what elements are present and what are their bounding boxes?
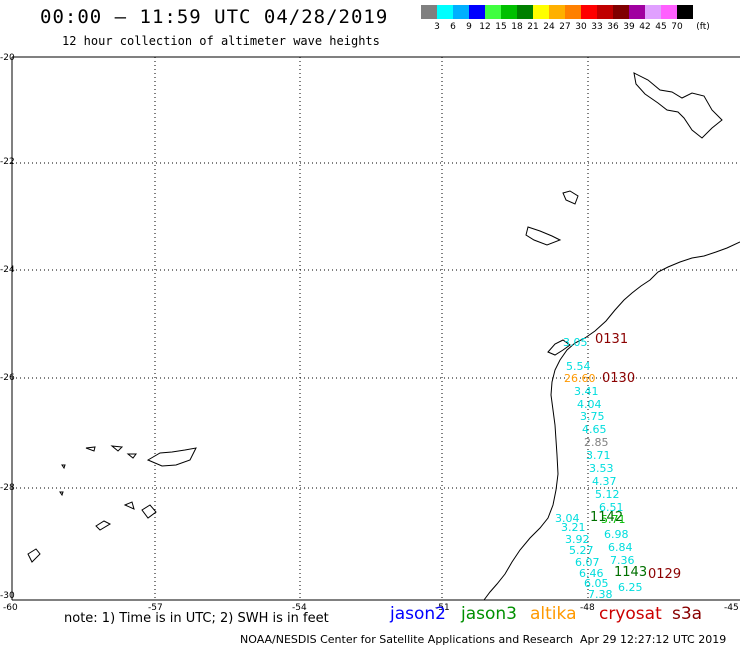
color-scale-label: 45 [655,22,667,32]
wave-height-label: 5.12 [595,488,620,501]
color-swatch [565,5,581,19]
color-scale-label: 21 [527,22,539,32]
color-swatch [517,5,533,19]
color-scale-label: 15 [495,22,507,32]
wave-height-label: 4.04 [577,398,602,411]
wave-height-label: 6.46 [579,567,604,580]
wave-height-label: 4.65 [582,423,607,436]
color-swatch [613,5,629,19]
wave-height-label: 6.25 [618,581,643,594]
color-scale-label: 9 [466,22,472,32]
color-scale-label: 12 [479,22,491,32]
color-scale: 3 6 9 12 15 18 21 24 27 30 33 36 39 42 45 70 (ft) [421,5,710,32]
wave-height-label: 3.53 [589,462,614,475]
color-swatch [533,5,549,19]
wave-height-label: 5.54 [566,360,591,373]
color-scale-label: 3 [434,22,440,32]
wave-height-label: 3.21 [561,521,586,534]
color-scale-label: 36 [607,22,619,32]
color-swatch [485,5,501,19]
color-scale-label: 6 [450,22,456,32]
color-scale-label: 33 [591,22,603,32]
wave-height-label: 6.07 [575,556,600,569]
color-scale-label: 27 [559,22,571,32]
wave-height-label: 3.04 [555,512,580,525]
lat-label: -28 [0,483,15,493]
wave-height-label: 6.51 [599,501,624,514]
wave-height-label: 3.05 [563,336,588,349]
color-scale-label: (ft) [696,22,710,32]
coastline [483,241,740,601]
color-scale-labels: 3 6 9 12 15 18 21 24 27 30 33 36 39 42 45 70 (ft) [421,22,740,36]
color-swatch [501,5,517,19]
color-swatch [597,5,613,19]
color-swatch [421,5,437,19]
color-scale-label: 42 [639,22,651,32]
pass-time-label: 0131 [595,332,629,347]
pass-time-label: 0130 [602,371,636,386]
color-swatch [677,5,693,19]
color-swatch [661,5,677,19]
legend-jason2: jason2 [390,604,446,624]
color-swatch [645,5,661,19]
color-swatch [437,5,453,19]
map-frame [11,56,740,601]
color-scale-swatches [421,5,693,19]
lon-label: -60 [3,603,18,613]
legend-altika: altika [530,604,577,624]
legend-cryosat: cryosat [599,604,662,624]
color-scale-label: 30 [575,22,587,32]
graticule [12,57,740,600]
map-title: 00:00 – 11:59 UTC 04/28/2019 [40,6,389,28]
wave-height-label: 6.05 [584,577,609,590]
color-swatch [549,5,565,19]
lat-label: -30 [0,591,15,601]
credit-line: NOAA/NESDIS Center for Satellite Applica… [240,633,574,646]
pass-time-label: 1142 [590,510,624,525]
wave-height-label: 5.27 [569,544,594,557]
wave-height-label: 3.41 [574,385,599,398]
color-swatch [453,5,469,19]
wave-height-label: 7.38 [588,588,613,601]
lat-label: -26 [0,373,15,383]
color-scale-label: 18 [511,22,523,32]
lat-label: -20 [0,53,15,63]
wave-height-label: 5.71 [601,513,626,526]
color-scale-label: 39 [623,22,635,32]
lat-label: -22 [0,157,15,167]
lon-label: -54 [292,603,307,613]
lat-label: -24 [0,265,15,275]
generation-timestamp: Apr 29 12:27:12 UTC 2019 [580,633,727,646]
legend-s3a: s3a [672,604,703,624]
wave-height-label: 26.60 [564,372,596,385]
lon-label: -45 [724,603,739,613]
color-scale-label: 24 [543,22,555,32]
color-scale-label: 70 [671,22,683,32]
wave-height-label: 3.71 [586,449,611,462]
map-subtitle: 12 hour collection of altimeter wave hei… [62,34,380,48]
wave-height-label: 4.37 [592,475,617,488]
color-swatch [629,5,645,19]
lon-label: -48 [580,603,595,613]
wave-height-label: 6.98 [604,528,629,541]
islands [27,72,723,563]
footer-note: note: 1) Time is in UTC; 2) SWH is in fe… [64,611,329,626]
lon-label: -57 [148,603,163,613]
wave-height-label: 3.92 [565,533,590,546]
color-swatch [469,5,485,19]
lon-label: -51 [435,603,450,613]
wave-height-label: 7.36 [610,554,635,567]
pass-time-label: 0129 [648,567,682,582]
legend-jason3: jason3 [461,604,517,624]
wave-height-label: 6.84 [608,541,633,554]
color-swatch [581,5,597,19]
wave-height-label: 2.85 [584,436,609,449]
pass-time-label: 1143 [614,565,648,580]
wave-height-label: 3.75 [580,410,605,423]
